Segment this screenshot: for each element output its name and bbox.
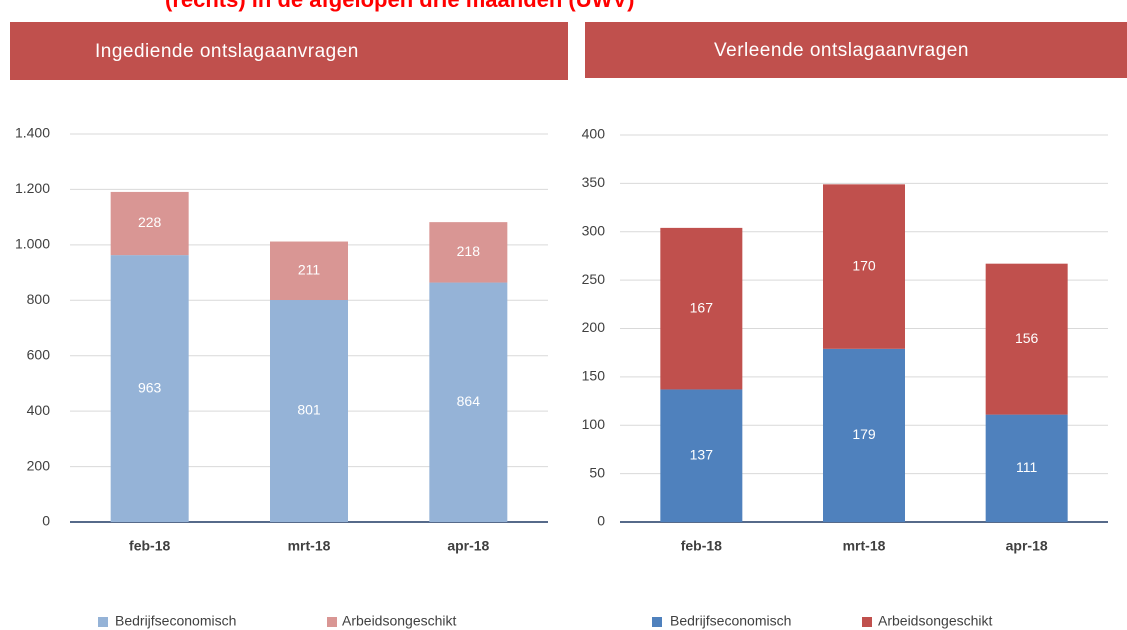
value-label: 170 bbox=[852, 257, 876, 273]
y-tick-label: 200 bbox=[27, 457, 51, 473]
value-label: 801 bbox=[297, 402, 321, 418]
y-tick-label: 1.400 bbox=[15, 125, 50, 141]
x-tick-label: feb-18 bbox=[681, 538, 722, 554]
bar-segment bbox=[270, 241, 348, 301]
legend-label: Bedrijfseconomisch bbox=[670, 613, 791, 629]
legend-swatch bbox=[652, 617, 662, 627]
bar-segment bbox=[429, 222, 508, 283]
bar-segment bbox=[110, 255, 189, 522]
value-label: 156 bbox=[1015, 330, 1039, 346]
value-label: 218 bbox=[457, 243, 481, 259]
bar-segment bbox=[660, 389, 743, 522]
value-label: 179 bbox=[852, 426, 876, 442]
value-label: 211 bbox=[298, 261, 321, 277]
y-tick-label: 600 bbox=[27, 346, 51, 362]
value-label: 137 bbox=[690, 446, 714, 462]
bar-segment bbox=[823, 184, 905, 349]
x-tick-label: apr-18 bbox=[447, 538, 489, 554]
y-tick-label: 0 bbox=[42, 513, 50, 529]
y-tick-label: 0 bbox=[597, 513, 605, 529]
value-label: 963 bbox=[138, 379, 162, 395]
title-box bbox=[585, 22, 1127, 78]
legend-swatch bbox=[327, 617, 337, 627]
y-tick-label: 150 bbox=[582, 368, 606, 384]
bar-segment bbox=[429, 282, 508, 522]
value-label: 111 bbox=[1016, 459, 1037, 475]
y-tick-label: 200 bbox=[582, 319, 606, 335]
y-tick-label: 250 bbox=[582, 271, 606, 287]
y-tick-label: 350 bbox=[582, 174, 606, 190]
legend-label: Arbeidsongeschikt bbox=[342, 613, 457, 629]
y-tick-label: 1.200 bbox=[15, 180, 50, 196]
y-tick-label: 400 bbox=[27, 402, 51, 418]
title-box bbox=[10, 22, 568, 80]
x-tick-label: feb-18 bbox=[129, 538, 170, 554]
legend-label: Bedrijfseconomisch bbox=[115, 613, 236, 629]
bar-segment bbox=[985, 263, 1068, 415]
x-tick-label: mrt-18 bbox=[288, 538, 331, 554]
value-label: 864 bbox=[457, 393, 481, 409]
y-tick-label: 800 bbox=[27, 291, 51, 307]
bar-segment bbox=[110, 191, 189, 256]
header-text: (rechts) in de afgelopen drie maanden (U… bbox=[165, 0, 634, 12]
legend-swatch bbox=[98, 617, 108, 627]
x-tick-label: apr-18 bbox=[1006, 538, 1048, 554]
y-tick-label: 400 bbox=[582, 126, 606, 142]
y-tick-label: 100 bbox=[582, 416, 606, 432]
legend-label: Arbeidsongeschikt bbox=[878, 613, 993, 629]
bar-segment bbox=[985, 414, 1068, 522]
bar-segment bbox=[660, 227, 743, 390]
value-label: 228 bbox=[138, 214, 162, 230]
bar-segment bbox=[270, 300, 348, 522]
y-tick-label: 1.000 bbox=[15, 236, 50, 252]
chart-title: Ingediende ontslagaanvragen bbox=[95, 41, 359, 62]
x-tick-label: mrt-18 bbox=[843, 538, 886, 554]
y-tick-label: 300 bbox=[582, 222, 606, 238]
y-tick-label: 50 bbox=[589, 464, 605, 480]
bar-segment bbox=[823, 348, 905, 522]
value-label: 167 bbox=[690, 299, 714, 315]
legend-swatch bbox=[862, 617, 872, 627]
chart-title: Verleende ontslagaanvragen bbox=[714, 40, 969, 61]
